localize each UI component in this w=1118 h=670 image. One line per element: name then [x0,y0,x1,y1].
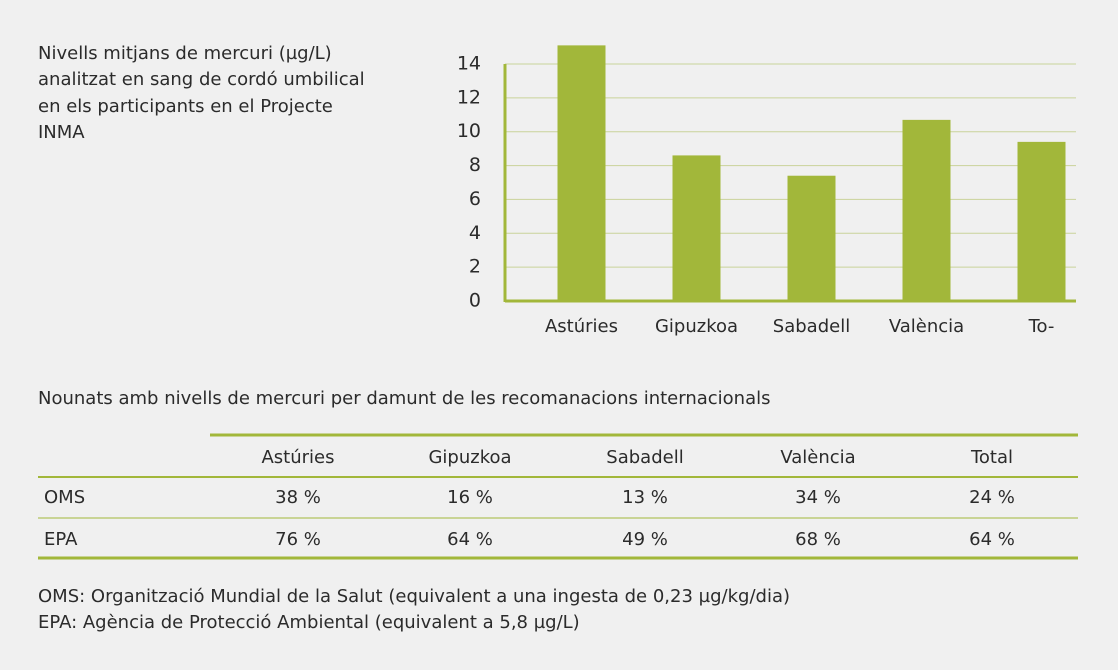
x-tick-label: Astúries [545,316,618,337]
y-tick-label: 12 [457,86,481,108]
y-tick-label: 6 [469,188,481,210]
chart-title: INMA [38,122,85,143]
table-cell: 38 % [275,487,321,508]
note: OMS: Organització Mundial de la Salut (e… [38,586,790,607]
y-tick-label: 10 [457,120,481,142]
row-label: EPA [44,529,78,550]
bar [672,155,721,301]
chart-title: analitzat en sang de cordó umbilical [38,69,365,90]
x-tick-label: València [889,316,964,337]
y-tick-label: 2 [469,256,481,278]
table-cell: 64 % [969,529,1015,550]
bar [557,45,606,301]
column-header: Gipuzkoa [428,447,511,468]
note: EPA: Agència de Protecció Ambiental (equ… [38,612,580,633]
y-tick-label: 14 [457,53,481,75]
column-header: Sabadell [606,447,683,468]
table-cell: 34 % [795,487,841,508]
y-tick-label: 0 [469,290,481,312]
bar [902,119,951,301]
y-tick-label: 4 [469,222,481,244]
column-header: València [780,447,855,468]
table-cell: 76 % [275,529,321,550]
bar [1017,141,1066,301]
table-cell: 13 % [622,487,668,508]
table-title: Nounats amb nivells de mercuri per damun… [38,388,771,409]
chart-title: Nivells mitjans de mercuri (µg/L) [38,43,332,64]
column-header: Total [970,447,1013,468]
table-cell: 68 % [795,529,841,550]
column-header: Astúries [261,447,334,468]
table-cell: 16 % [447,487,493,508]
y-tick-label: 8 [469,154,481,176]
table-cell: 24 % [969,487,1015,508]
row-label: OMS [44,487,85,508]
x-tick-label: To- [1028,316,1055,337]
table-cell: 64 % [447,529,493,550]
chart-title: en els participants en el Projecte [38,96,333,117]
x-tick-label: Gipuzkoa [655,316,738,337]
bar [787,175,836,301]
x-tick-label: Sabadell [773,316,850,337]
table-cell: 49 % [622,529,668,550]
